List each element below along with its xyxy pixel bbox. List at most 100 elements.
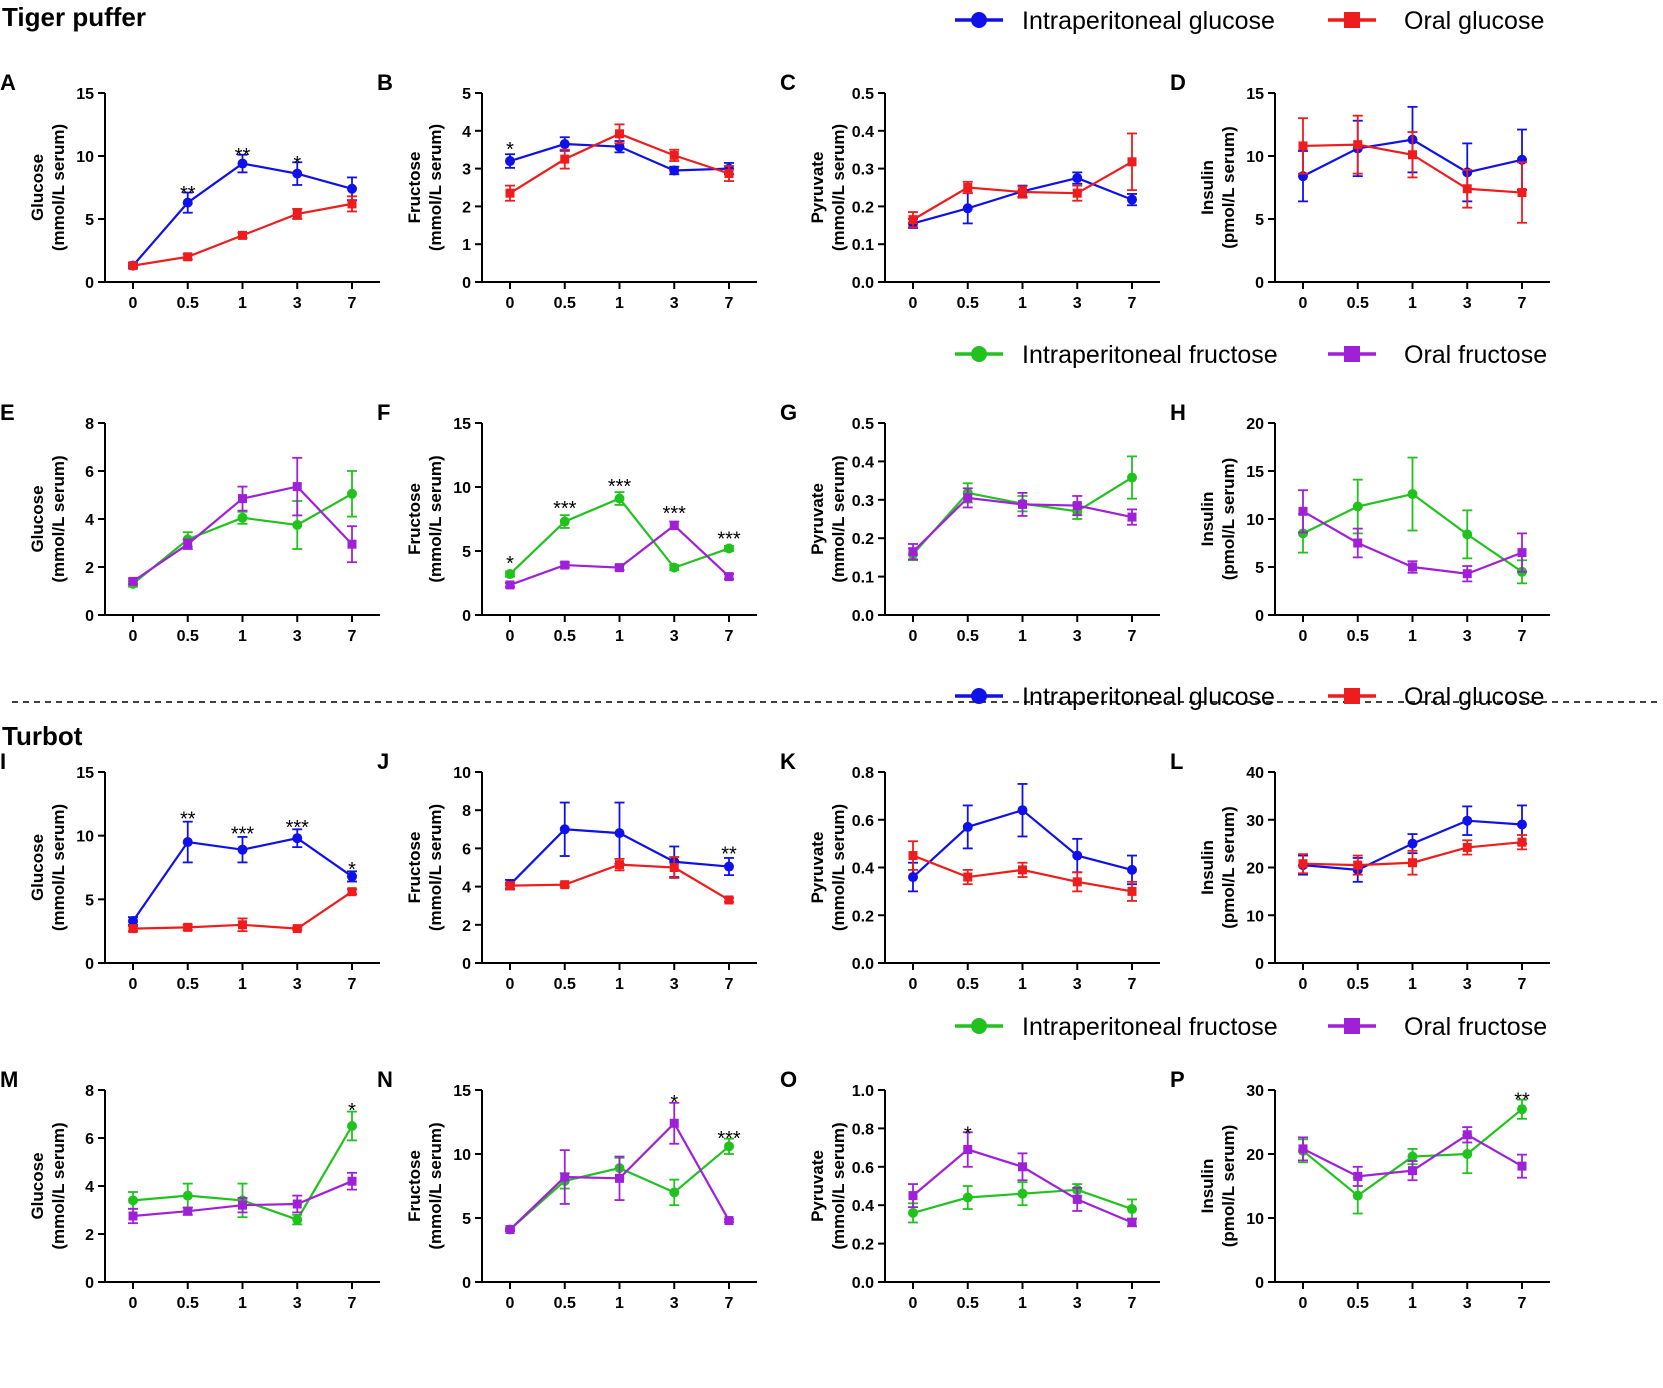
panel-g-ytick-label-4: 0.4 xyxy=(852,454,874,471)
panel-j-xtick-label-1: 0.5 xyxy=(554,976,576,993)
panel-a-xtick-label-0: 0 xyxy=(129,295,138,312)
panel-j-xtick-label-0: 0 xyxy=(506,976,515,993)
panel-i-point-oral-glucose-2 xyxy=(238,920,247,930)
panel-d-xtick-label-1: 0.5 xyxy=(1347,295,1369,312)
panel-k-xtick-label-3: 3 xyxy=(1073,976,1082,993)
panel-n-ytick-label-1: 5 xyxy=(462,1211,471,1228)
panel-e-ytick-label-0: 0 xyxy=(85,608,94,625)
panel-b-ytick-label-5: 5 xyxy=(462,86,471,103)
panel-p-ytick-label-1: 10 xyxy=(1246,1211,1264,1228)
panel-d-ylabel-line-1: (pmol/L serum) xyxy=(1219,126,1238,248)
panel-d-ytick-label-3: 15 xyxy=(1246,86,1264,103)
panel-b-point-oral-glucose-0 xyxy=(505,188,515,198)
panel-f-xtick-label-1: 0.5 xyxy=(554,628,576,645)
panel-j-xtick-label-2: 1 xyxy=(615,976,624,993)
panel-e-xtick-label-3: 3 xyxy=(293,628,302,645)
panel-b-point-oral-glucose-3 xyxy=(669,150,679,160)
panel-p-letter: P xyxy=(1170,1067,1185,1092)
panel-a-series-intraperitoneal-glucose xyxy=(128,153,357,271)
panel-l: L Insulin (pmol/L serum) 0 10 20 30 40 0 0.5 1 3 7 xyxy=(1170,749,1550,993)
panel-i-point-intraperitoneal-glucose-4 xyxy=(347,871,357,882)
panel-j-xtick-label-4: 7 xyxy=(725,976,734,993)
panel-a-ytick-label-3: 15 xyxy=(76,86,94,103)
panel-i-series-intraperitoneal-glucose xyxy=(128,820,357,926)
panel-o-point-oral-fructose-4 xyxy=(1127,1217,1137,1227)
panel-i-point-oral-glucose-1 xyxy=(183,922,193,932)
panel-g-series-oral-fructose xyxy=(908,487,1137,561)
panel-e-xtick-label-1: 0.5 xyxy=(177,628,199,645)
panel-o: O Pyruvate (mmol/L serum) 0.0 0.2 0.4 0.6 0.8 1.… xyxy=(780,1067,1160,1312)
panel-p-point-oral-fructose-1 xyxy=(1353,1171,1363,1181)
panel-k-ytick-label-4: 0.8 xyxy=(852,765,874,782)
panel-m-ytick-label-0: 0 xyxy=(85,1275,94,1292)
panel-j-xtick-label-3: 3 xyxy=(670,976,679,993)
panel-m-point-intraperitoneal-fructose-1 xyxy=(182,1190,193,1201)
panel-f-point-oral-fructose-3 xyxy=(669,520,679,530)
panel-i-point-intraperitoneal-glucose-0 xyxy=(128,915,138,926)
panel-l-ytick-label-2: 20 xyxy=(1246,861,1264,878)
panel-c-xtick-label-1: 0.5 xyxy=(957,295,979,312)
panel-f-significance-0: * xyxy=(506,553,514,575)
panel-h-point-intraperitoneal-fructose-0 xyxy=(1298,528,1308,539)
panel-f-ylabel-line-0: Fructose xyxy=(405,483,424,555)
panel-h-letter: H xyxy=(1170,400,1186,425)
panel-k-xtick-label-2: 1 xyxy=(1018,976,1027,993)
legend-tiger-puffer-1: Intraperitoneal fructose Oral fructose xyxy=(955,341,1547,369)
panel-l-ylabel-line-1: (pmol/L serum) xyxy=(1219,806,1238,928)
panel-i-significance-1: *** xyxy=(231,824,255,846)
panel-m-point-intraperitoneal-fructose-4 xyxy=(347,1121,357,1131)
panel-l-point-intraperitoneal-glucose-2 xyxy=(1407,838,1418,849)
panel-k-point-intraperitoneal-glucose-4 xyxy=(1127,864,1137,875)
panel-l-series-oral-glucose xyxy=(1298,834,1527,876)
panel-k-xtick-label-4: 7 xyxy=(1128,976,1137,993)
panel-c-series-oral-glucose xyxy=(908,132,1137,229)
panel-m: M Glucose (mmol/L serum) 0 2 4 6 8 0 0.5 1 3 7 * xyxy=(0,1067,380,1312)
panel-m-point-intraperitoneal-fructose-3 xyxy=(292,1214,303,1225)
panel-f-point-oral-fructose-0 xyxy=(505,580,515,590)
panel-h-ytick-label-2: 10 xyxy=(1246,512,1264,529)
panel-d-ylabel-line-0: Insulin xyxy=(1198,160,1217,215)
panel-o-point-intraperitoneal-fructose-4 xyxy=(1127,1204,1137,1215)
panel-e-point-oral-fructose-3 xyxy=(292,482,302,492)
panel-c-xtick-label-0: 0 xyxy=(909,295,918,312)
panel-b: B Fructose (mmol/L serum) 0 1 2 3 4 5 0 0.5 1 3 7 * xyxy=(377,70,757,312)
panel-e-ytick-label-1: 2 xyxy=(85,560,94,577)
panel-b-ytick-label-2: 2 xyxy=(462,199,471,216)
legend-marker-oral-glucose xyxy=(1344,688,1360,704)
panel-o-ytick-label-5: 1.0 xyxy=(852,1083,874,1100)
panel-h-ytick-label-0: 0 xyxy=(1255,608,1264,625)
panel-c-ylabel-line-0: Pyruvate xyxy=(808,152,827,224)
panel-c-series-intraperitoneal-glucose xyxy=(908,171,1137,229)
panel-m-letter: M xyxy=(0,1067,18,1092)
panel-p-series-oral-fructose xyxy=(1298,1126,1527,1187)
panel-i-xtick-label-4: 7 xyxy=(348,976,357,993)
panel-m-ytick-label-4: 8 xyxy=(85,1083,94,1100)
panel-g-ytick-label-3: 0.3 xyxy=(852,493,874,510)
panel-b-point-intraperitoneal-glucose-2 xyxy=(614,141,625,152)
panel-k-point-intraperitoneal-glucose-1 xyxy=(962,821,973,832)
panel-i-xtick-label-3: 3 xyxy=(293,976,302,993)
panel-p-ytick-label-2: 20 xyxy=(1246,1147,1264,1164)
panel-j-ytick-label-2: 4 xyxy=(462,880,471,897)
panel-l-xtick-label-4: 7 xyxy=(1518,976,1527,993)
panel-f-point-oral-fructose-1 xyxy=(560,560,570,570)
panel-o-point-intraperitoneal-fructose-0 xyxy=(908,1207,918,1218)
panel-p-point-intraperitoneal-fructose-4 xyxy=(1517,1104,1527,1115)
panel-o-xtick-label-2: 1 xyxy=(1018,1295,1027,1312)
legend-marker-oral-glucose xyxy=(1344,12,1360,28)
panel-g-point-oral-fructose-4 xyxy=(1127,512,1137,522)
panel-i-xtick-label-0: 0 xyxy=(129,976,138,993)
panel-b-letter: B xyxy=(377,70,393,95)
panel-g-point-intraperitoneal-fructose-4 xyxy=(1127,472,1137,483)
panel-o-xtick-label-4: 7 xyxy=(1128,1295,1137,1312)
section-title-tiger-puffer: Tiger puffer xyxy=(2,2,146,32)
panel-o-xtick-label-0: 0 xyxy=(909,1295,918,1312)
panel-i-xtick-label-2: 1 xyxy=(238,976,247,993)
legend-label-oral-glucose: Oral glucose xyxy=(1404,683,1544,711)
panel-l-ytick-label-3: 30 xyxy=(1246,813,1264,830)
panel-c-point-oral-glucose-4 xyxy=(1127,157,1137,167)
panel-d-ytick-label-2: 10 xyxy=(1246,149,1264,166)
panel-a-point-intraperitoneal-glucose-2 xyxy=(237,158,248,169)
panel-p-ylabel-line-0: Insulin xyxy=(1198,1159,1217,1214)
